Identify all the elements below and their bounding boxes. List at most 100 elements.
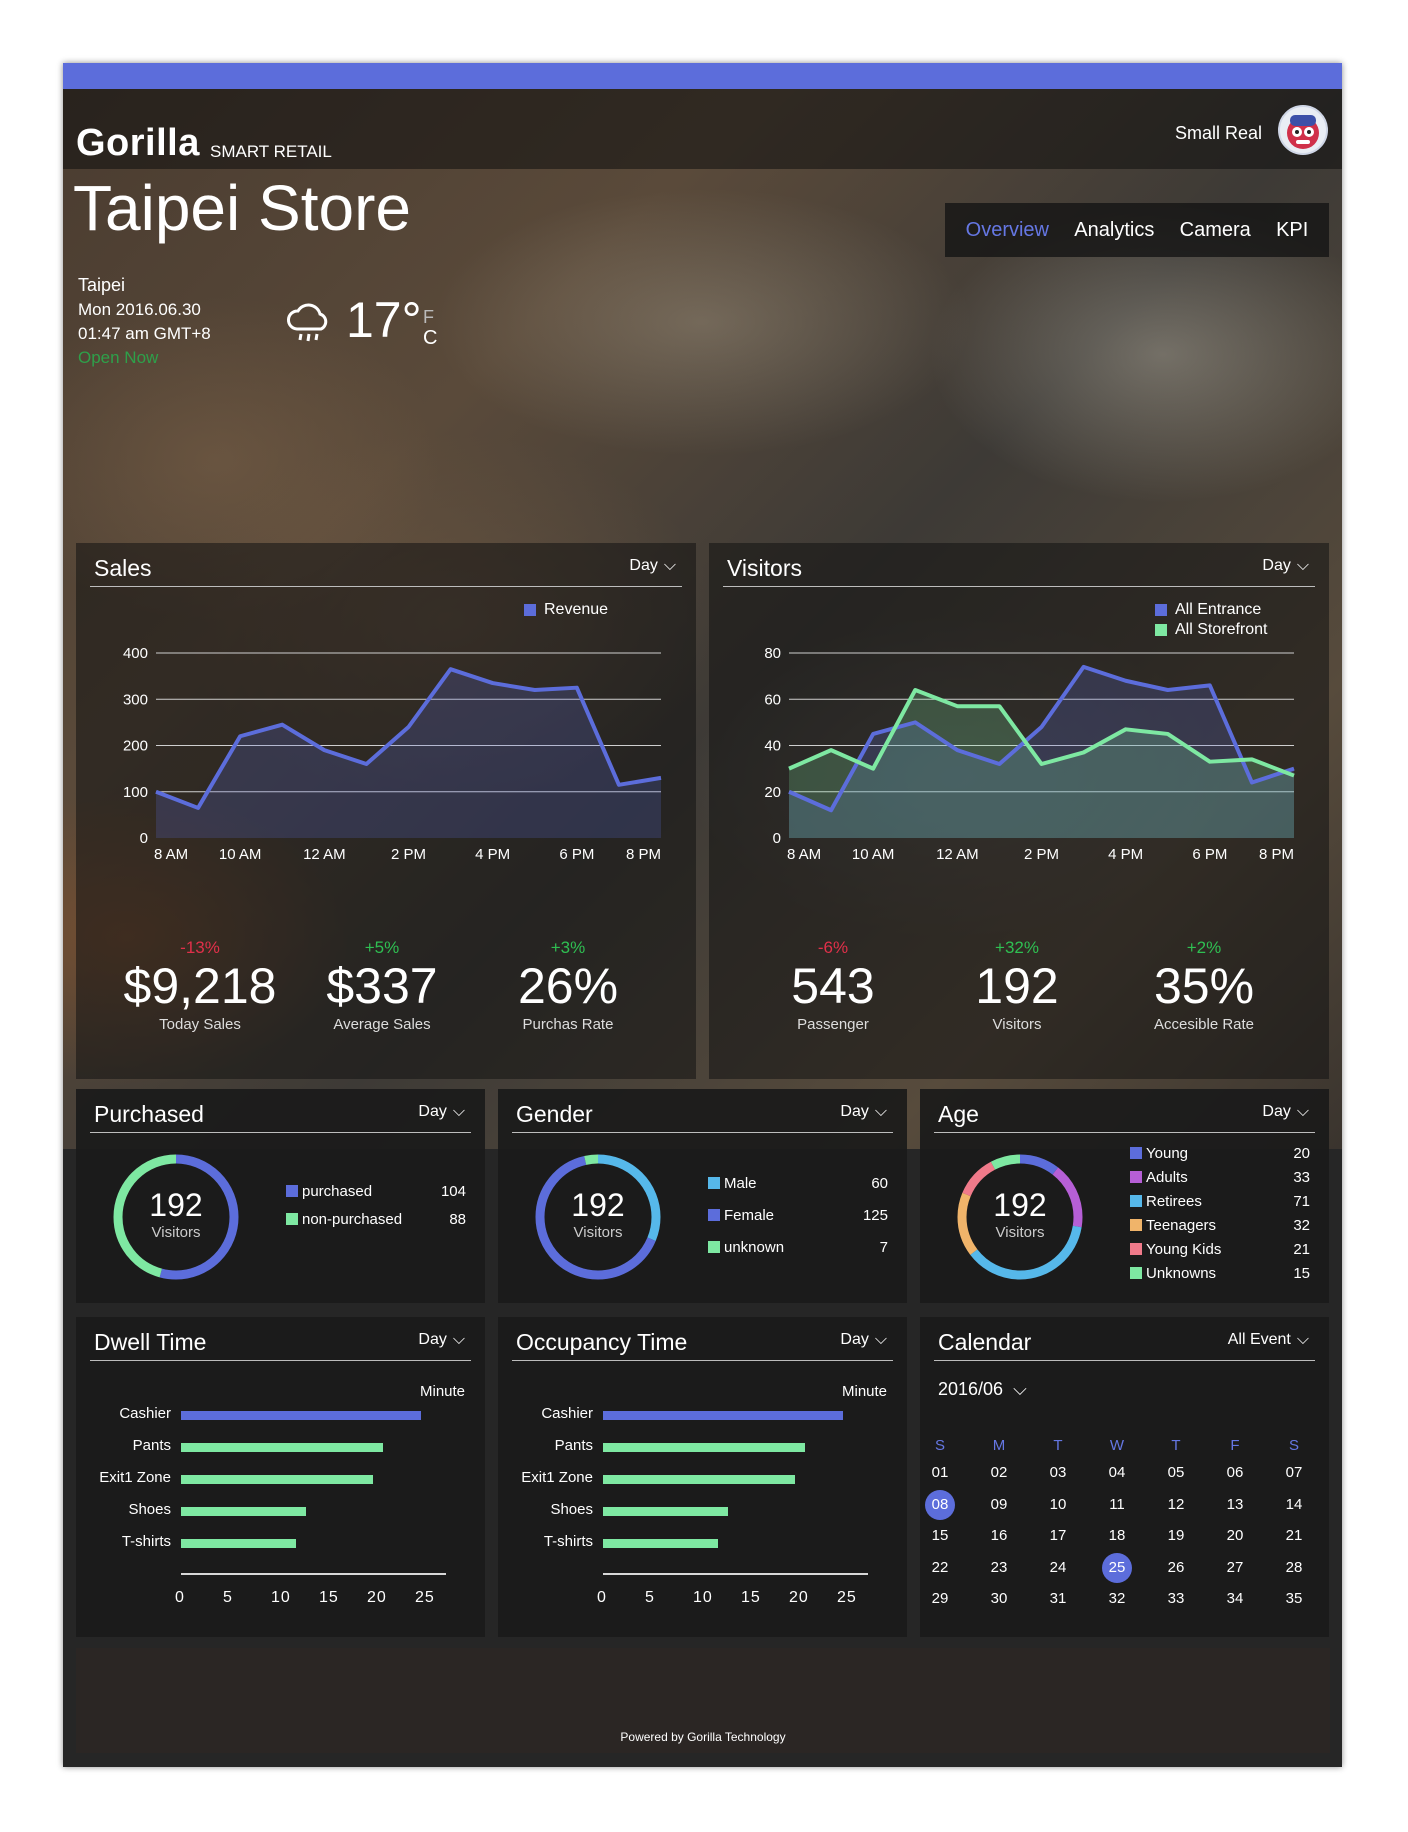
user-name[interactable]: Small Real bbox=[1175, 123, 1263, 143]
list-item: Male 60 bbox=[708, 1167, 888, 1199]
list-item-name: Teenagers bbox=[1146, 1216, 1217, 1234]
calendar-day[interactable]: 05 bbox=[1167, 1464, 1185, 1481]
kpi-change: +32% bbox=[995, 938, 1039, 957]
calendar-day[interactable]: 26 bbox=[1167, 1558, 1185, 1576]
sales-range-dropdown[interactable]: Day ⌵ bbox=[629, 557, 676, 575]
age-title: Age bbox=[938, 1101, 979, 1127]
kpi-passenger: -6% 543 Passenger bbox=[753, 938, 913, 1033]
calendar-day[interactable]: 34 bbox=[1226, 1590, 1244, 1607]
list-item: Teenagers 32 bbox=[1130, 1213, 1310, 1237]
calendar-day[interactable]: 29 bbox=[931, 1590, 949, 1607]
list-item: non-purchased 88 bbox=[286, 1207, 466, 1231]
x-tick-label: 4 PM bbox=[475, 846, 510, 863]
donut-total: 192 bbox=[993, 1187, 1047, 1223]
calendar-day[interactable]: 12 bbox=[1167, 1495, 1185, 1513]
x-tick-label: 5 bbox=[645, 1589, 655, 1606]
legend-swatch bbox=[1130, 1219, 1142, 1231]
chevron-down-icon: ⌵ bbox=[663, 557, 676, 574]
purchased-range-dropdown[interactable]: Day ⌵ bbox=[418, 1103, 465, 1121]
calendar-day[interactable]: 35 bbox=[1285, 1590, 1303, 1607]
list-item-name: purchased bbox=[302, 1182, 373, 1200]
calendar-day[interactable]: 01 bbox=[931, 1464, 949, 1481]
kpi-accessible-rate: +2% 35% Accesible Rate bbox=[1124, 938, 1284, 1033]
unit-fahrenheit[interactable]: F bbox=[423, 307, 434, 327]
calendar-day[interactable]: 32 bbox=[1108, 1590, 1126, 1607]
calendar-day[interactable]: 28 bbox=[1285, 1558, 1303, 1576]
y-tick-label: 40 bbox=[764, 738, 781, 755]
x-tick-label: 10 bbox=[693, 1589, 713, 1606]
calendar-month-selector[interactable]: 2016/06 ⌵ bbox=[938, 1379, 1027, 1400]
list-item: Adults 33 bbox=[1130, 1165, 1310, 1189]
calendar-day[interactable]: 10 bbox=[1049, 1495, 1067, 1513]
kpi-label: Purchas Rate bbox=[522, 1015, 614, 1033]
calendar-day[interactable]: 15 bbox=[931, 1527, 949, 1544]
kpi-change: +5% bbox=[364, 938, 400, 957]
list-item: unknown 7 bbox=[708, 1231, 888, 1263]
calendar-day[interactable]: 20 bbox=[1226, 1527, 1244, 1544]
tab-overview[interactable]: Overview bbox=[965, 218, 1049, 241]
y-tick-label: 400 bbox=[123, 645, 148, 662]
calendar-weekday: S bbox=[1288, 1437, 1299, 1454]
occupancy-range-dropdown[interactable]: Day ⌵ bbox=[840, 1331, 887, 1349]
gender-range-dropdown[interactable]: Day ⌵ bbox=[840, 1103, 887, 1121]
legend-all-storefront: All Storefront bbox=[1155, 621, 1267, 639]
legend-swatch bbox=[1130, 1171, 1142, 1183]
unit-celsius[interactable]: C bbox=[423, 327, 438, 349]
calendar-day[interactable]: 08 bbox=[925, 1489, 955, 1520]
age-donut-chart bbox=[957, 1154, 1083, 1280]
app-logo[interactable]: Gorilla bbox=[76, 122, 200, 164]
calendar-day[interactable]: 25 bbox=[1102, 1552, 1132, 1583]
bar-category-label: Cashier bbox=[119, 1405, 171, 1422]
dwell-range-dropdown[interactable]: Day ⌵ bbox=[418, 1331, 465, 1349]
donut-segment bbox=[957, 1154, 1083, 1280]
dwell-divider bbox=[90, 1360, 471, 1361]
calendar-day[interactable]: 22 bbox=[931, 1558, 949, 1576]
calendar-day[interactable]: 04 bbox=[1108, 1464, 1126, 1481]
list-item-name: Female bbox=[724, 1206, 775, 1224]
calendar-divider bbox=[934, 1360, 1315, 1361]
calendar-day[interactable]: 31 bbox=[1049, 1590, 1067, 1607]
calendar-day[interactable]: 23 bbox=[990, 1558, 1008, 1576]
list-item-value: 104 bbox=[440, 1182, 466, 1200]
tab-camera[interactable]: Camera bbox=[1179, 218, 1251, 241]
calendar-day[interactable]: 09 bbox=[990, 1495, 1008, 1513]
x-tick-label: 0 bbox=[175, 1589, 185, 1606]
calendar-filter-dropdown[interactable]: All Event ⌵ bbox=[1228, 1331, 1309, 1349]
x-tick-label: 6 PM bbox=[1192, 846, 1227, 863]
calendar-day[interactable]: 11 bbox=[1109, 1495, 1125, 1513]
bar bbox=[603, 1411, 843, 1420]
calendar-day[interactable]: 14 bbox=[1285, 1495, 1303, 1513]
calendar-day[interactable]: 17 bbox=[1049, 1527, 1067, 1544]
calendar-day[interactable]: 27 bbox=[1226, 1558, 1244, 1576]
bar-category-label: Cashier bbox=[541, 1405, 593, 1422]
visitors-panel: Visitors Day ⌵ All Entrance All Storefron… bbox=[709, 543, 1329, 1079]
calendar-day[interactable]: 21 bbox=[1285, 1527, 1303, 1544]
tab-analytics[interactable]: Analytics bbox=[1074, 218, 1155, 241]
list-item-value: 7 bbox=[879, 1238, 888, 1256]
calendar-day[interactable]: 16 bbox=[990, 1527, 1008, 1544]
tab-kpi[interactable]: KPI bbox=[1276, 218, 1309, 241]
x-tick-label: 10 bbox=[271, 1589, 291, 1606]
calendar-day[interactable]: 33 bbox=[1167, 1590, 1185, 1607]
visitors-range-dropdown[interactable]: Day ⌵ bbox=[1262, 557, 1309, 575]
list-item-name: Male bbox=[724, 1174, 757, 1192]
calendar-day[interactable]: 18 bbox=[1108, 1527, 1126, 1544]
age-donut-center: 192 Visitors bbox=[960, 1187, 1080, 1241]
chevron-down-icon: ⌵ bbox=[1296, 1331, 1309, 1348]
calendar-day[interactable]: 02 bbox=[990, 1464, 1008, 1481]
calendar-day[interactable]: 30 bbox=[990, 1590, 1008, 1607]
user-avatar[interactable] bbox=[1278, 105, 1328, 155]
calendar-day[interactable]: 19 bbox=[1167, 1527, 1185, 1544]
calendar-day[interactable]: 07 bbox=[1285, 1464, 1303, 1481]
purchased-range-label: Day bbox=[418, 1103, 447, 1120]
bar bbox=[181, 1443, 383, 1452]
calendar-day[interactable]: 13 bbox=[1226, 1495, 1244, 1513]
calendar-day[interactable]: 03 bbox=[1049, 1464, 1067, 1481]
purchased-panel: Purchased Day ⌵ 192 Visitors purchased 104 … bbox=[76, 1089, 485, 1303]
age-range-label: Day bbox=[1262, 1103, 1291, 1120]
calendar-day[interactable]: 06 bbox=[1226, 1464, 1244, 1481]
purchased-divider bbox=[90, 1132, 471, 1133]
age-range-dropdown[interactable]: Day ⌵ bbox=[1262, 1103, 1309, 1121]
calendar-day[interactable]: 24 bbox=[1049, 1558, 1067, 1576]
footer-text: Powered by Gorilla Technology bbox=[620, 1730, 786, 1744]
